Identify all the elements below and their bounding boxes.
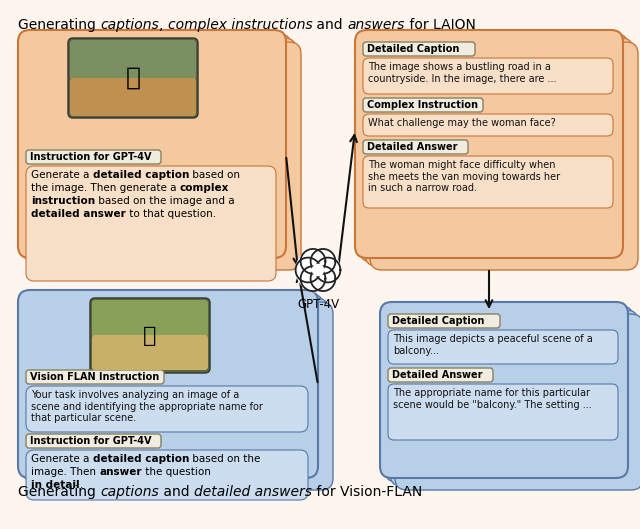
Text: the question: the question bbox=[141, 467, 214, 477]
Text: the image. Then generate a: the image. Then generate a bbox=[31, 183, 180, 193]
FancyBboxPatch shape bbox=[26, 150, 161, 164]
FancyBboxPatch shape bbox=[388, 384, 618, 440]
Text: for LAION: for LAION bbox=[405, 18, 476, 32]
Text: What challenge may the woman face?: What challenge may the woman face? bbox=[368, 118, 556, 128]
FancyBboxPatch shape bbox=[33, 302, 333, 490]
Text: GPT-4V: GPT-4V bbox=[297, 298, 339, 311]
Text: image. Then: image. Then bbox=[31, 467, 99, 477]
FancyBboxPatch shape bbox=[388, 314, 500, 328]
FancyBboxPatch shape bbox=[370, 42, 638, 270]
Text: 🌿: 🌿 bbox=[143, 325, 157, 345]
Text: captions: captions bbox=[100, 18, 159, 32]
Text: ,: , bbox=[159, 18, 168, 32]
Text: Detailed Answer: Detailed Answer bbox=[367, 142, 458, 152]
Text: detailed answers: detailed answers bbox=[194, 485, 312, 499]
Text: based on the: based on the bbox=[189, 454, 260, 464]
Text: and: and bbox=[159, 485, 194, 499]
Text: Generating: Generating bbox=[18, 485, 100, 499]
FancyBboxPatch shape bbox=[23, 34, 291, 262]
FancyBboxPatch shape bbox=[92, 300, 208, 337]
Text: based on the image and a: based on the image and a bbox=[95, 196, 235, 206]
Text: Your task involves analyzing an image of a
scene and identifying the appropriate: Your task involves analyzing an image of… bbox=[31, 390, 263, 423]
Text: Detailed Caption: Detailed Caption bbox=[392, 316, 484, 326]
FancyBboxPatch shape bbox=[363, 114, 613, 136]
FancyBboxPatch shape bbox=[26, 166, 276, 281]
Text: detailed answer: detailed answer bbox=[31, 209, 125, 219]
FancyBboxPatch shape bbox=[26, 450, 308, 500]
FancyBboxPatch shape bbox=[18, 290, 318, 478]
Text: Complex Instruction: Complex Instruction bbox=[367, 100, 478, 110]
Text: detailed caption: detailed caption bbox=[93, 170, 189, 180]
Text: The image shows a bustling road in a
countryside. In the image, there are ...: The image shows a bustling road in a cou… bbox=[368, 62, 557, 84]
FancyBboxPatch shape bbox=[92, 335, 208, 370]
Text: based on: based on bbox=[189, 170, 240, 180]
Text: The woman might face difficulty when
she meets the van moving towards her
in suc: The woman might face difficulty when she… bbox=[368, 160, 560, 193]
Text: detailed caption: detailed caption bbox=[93, 454, 189, 464]
FancyBboxPatch shape bbox=[388, 368, 493, 382]
Text: 📷: 📷 bbox=[125, 66, 141, 90]
FancyBboxPatch shape bbox=[360, 34, 628, 262]
FancyBboxPatch shape bbox=[380, 302, 628, 478]
Text: The appropriate name for this particular
scene would be "balcony." The setting .: The appropriate name for this particular… bbox=[393, 388, 592, 409]
Text: Detailed Caption: Detailed Caption bbox=[367, 44, 460, 54]
Text: complex: complex bbox=[180, 183, 229, 193]
FancyBboxPatch shape bbox=[28, 298, 328, 486]
Text: Generating: Generating bbox=[18, 18, 100, 32]
FancyBboxPatch shape bbox=[388, 330, 618, 364]
FancyBboxPatch shape bbox=[363, 140, 468, 154]
FancyBboxPatch shape bbox=[68, 38, 198, 118]
Text: Instruction for GPT-4V: Instruction for GPT-4V bbox=[30, 436, 152, 446]
FancyBboxPatch shape bbox=[390, 310, 638, 486]
FancyBboxPatch shape bbox=[385, 306, 633, 482]
Text: complex instructions: complex instructions bbox=[168, 18, 312, 32]
Text: for Vision-FLAN: for Vision-FLAN bbox=[312, 485, 422, 499]
Text: Generate a: Generate a bbox=[31, 454, 93, 464]
FancyBboxPatch shape bbox=[26, 386, 308, 432]
FancyBboxPatch shape bbox=[70, 78, 196, 116]
Text: in detail: in detail bbox=[31, 480, 79, 490]
Text: instruction: instruction bbox=[31, 196, 95, 206]
Text: answers: answers bbox=[348, 18, 405, 32]
FancyBboxPatch shape bbox=[28, 38, 296, 266]
FancyBboxPatch shape bbox=[395, 314, 640, 490]
FancyBboxPatch shape bbox=[363, 156, 613, 208]
Text: captions: captions bbox=[100, 485, 159, 499]
FancyBboxPatch shape bbox=[363, 42, 475, 56]
Text: Detailed Answer: Detailed Answer bbox=[392, 370, 483, 380]
FancyBboxPatch shape bbox=[363, 58, 613, 94]
Circle shape bbox=[296, 248, 340, 292]
FancyBboxPatch shape bbox=[26, 370, 164, 384]
Text: Instruction for GPT-4V: Instruction for GPT-4V bbox=[30, 152, 152, 162]
FancyBboxPatch shape bbox=[90, 298, 210, 373]
Text: This image depicts a peaceful scene of a
balcony...: This image depicts a peaceful scene of a… bbox=[393, 334, 593, 355]
Text: Vision FLAN Instruction: Vision FLAN Instruction bbox=[30, 372, 159, 382]
FancyBboxPatch shape bbox=[70, 40, 196, 80]
Circle shape bbox=[312, 264, 324, 276]
FancyBboxPatch shape bbox=[18, 30, 286, 258]
FancyBboxPatch shape bbox=[23, 294, 323, 482]
FancyBboxPatch shape bbox=[363, 98, 483, 112]
Text: .: . bbox=[79, 480, 83, 490]
FancyBboxPatch shape bbox=[26, 434, 161, 448]
FancyBboxPatch shape bbox=[33, 42, 301, 270]
Text: to that question.: to that question. bbox=[125, 209, 216, 219]
Text: Generate a: Generate a bbox=[31, 170, 93, 180]
FancyBboxPatch shape bbox=[355, 30, 623, 258]
Text: answer: answer bbox=[99, 467, 141, 477]
FancyBboxPatch shape bbox=[365, 38, 633, 266]
Text: and: and bbox=[312, 18, 348, 32]
